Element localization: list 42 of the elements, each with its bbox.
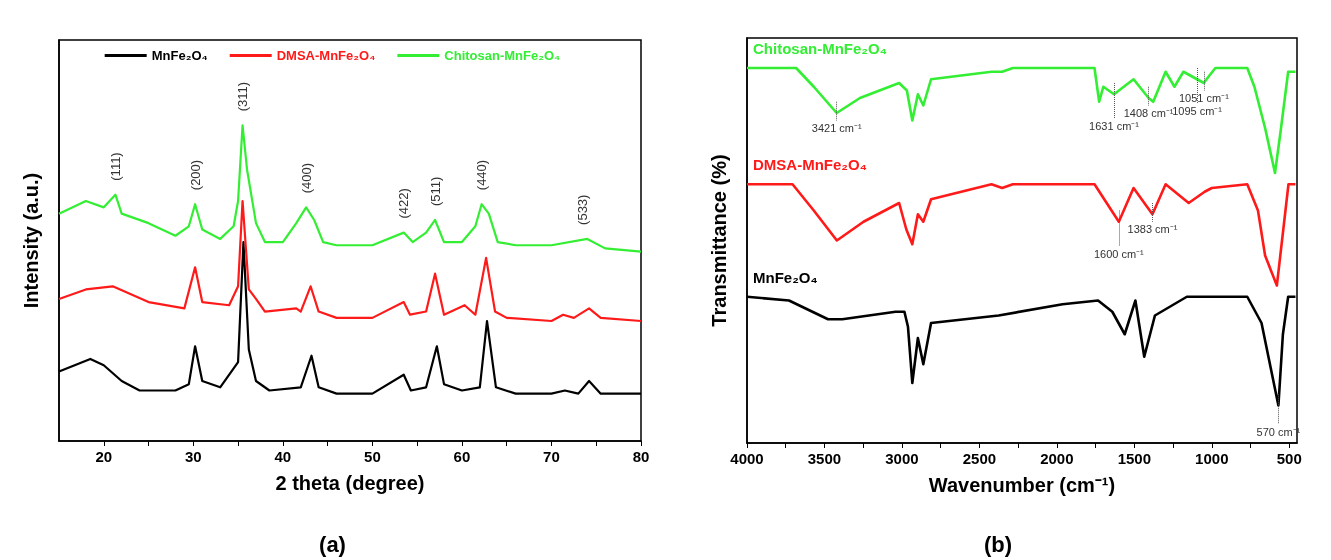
x-axis-title: Wavenumber (cm⁻¹) [928,474,1116,496]
x-tick-label: 70 [543,448,560,465]
series-label: Chitosan-MnFe₂O₄ [753,40,887,57]
annotation: (440) [474,159,490,191]
series-label: DMSA-MnFe₂O₄ [753,156,867,174]
text: (b) [983,531,1013,557]
annotation: (422) [396,188,412,219]
legend-label: Chitosan-MnFe₂O₄ [444,48,561,63]
y-axis-title: Transmittance (%) [708,154,730,327]
annotation: 1600 cm⁻¹ [1093,247,1145,260]
x-tick-label: 40 [274,448,292,465]
x-tick-label: 50 [364,448,381,465]
x-tick-label: 30 [184,448,202,465]
x-tick-label: 3500 [807,450,842,467]
annotation: 3421 cm⁻¹ [811,122,862,134]
x-tick-label: 60 [453,448,471,465]
x-tick-label: 2000 [1040,450,1074,467]
annotation: (533) [575,194,591,225]
x-tick-label: 1500 [1117,450,1152,467]
legend-label: DMSA-MnFe₂O₄ [276,48,376,63]
annotation: 1408 cm⁻¹ [1123,107,1174,119]
annotation: (311) [235,81,251,112]
x-tick-label: 1000 [1195,450,1229,467]
text: (a) [319,531,346,557]
x-tick-label: 500 [1276,450,1302,467]
legend-label: MnFe₂O₄ [151,48,208,63]
annotation: 1051 cm⁻¹ [1178,92,1230,104]
annotation: (400) [298,162,314,194]
annotation: 1383 cm⁻¹ [1127,223,1178,236]
x-tick-label: 2500 [962,450,997,467]
annotation: 1095 cm⁻¹ [1172,105,1223,118]
y-axis-title: Intensity (a.u.) [20,172,42,309]
x-axis-title: 2 theta (degree) [275,472,425,494]
x-tick-label: 20 [95,448,113,465]
x-tick-label: 3000 [885,450,919,467]
x-tick-label: 80 [632,448,650,465]
annotation: (511) [427,176,443,206]
series-label: MnFe₂O₄ [753,268,818,286]
x-tick-label: 4000 [730,450,764,467]
annotation: 1631 cm⁻¹ [1089,120,1140,133]
annotation: (111) [107,152,123,181]
annotation: (200) [187,159,203,191]
